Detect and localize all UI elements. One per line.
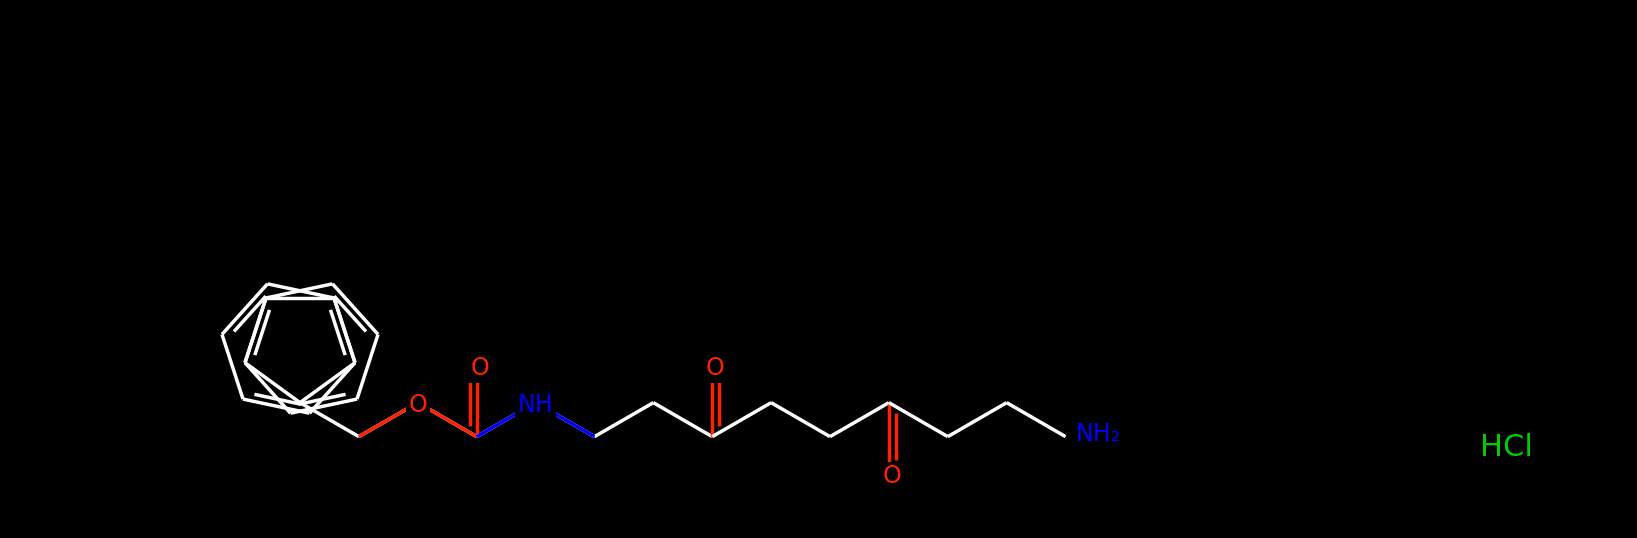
Text: HCl: HCl [1480,434,1532,463]
Text: NH: NH [517,393,553,417]
Text: O: O [408,393,427,417]
Text: O: O [882,464,902,488]
Text: NH₂: NH₂ [1076,422,1121,446]
Text: O: O [470,356,489,380]
Text: O: O [706,356,725,380]
